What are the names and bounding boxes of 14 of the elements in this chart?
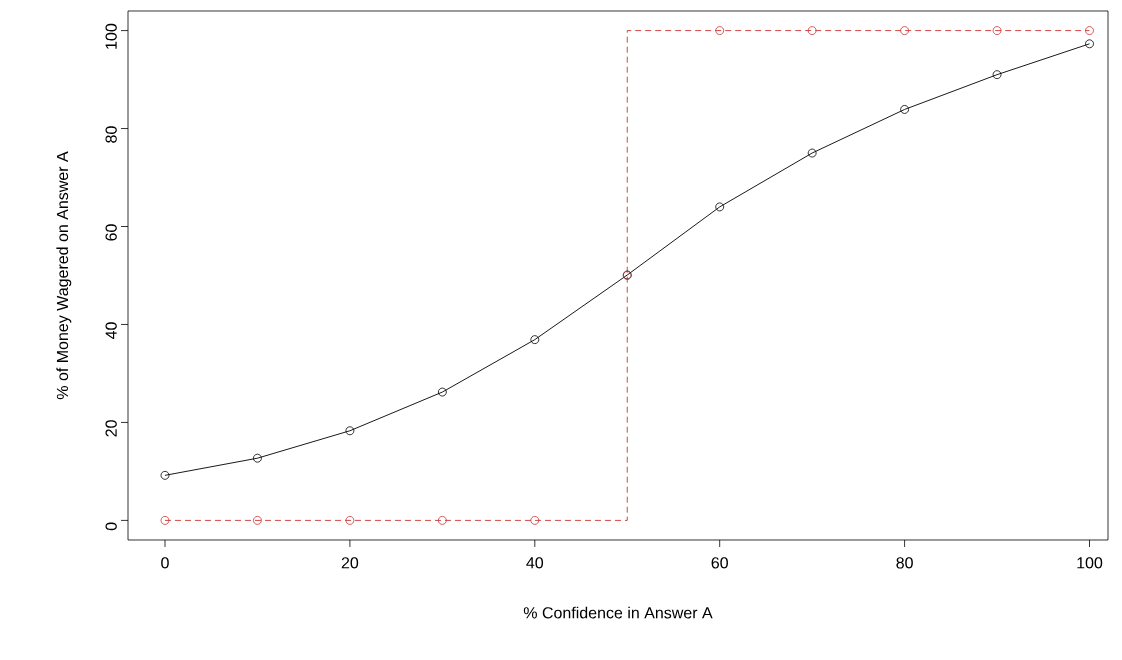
x-tick-label: 100 — [1077, 557, 1103, 569]
x-tick-label: 80 — [896, 557, 913, 569]
y-tick-label: 100 — [105, 23, 117, 49]
x-axis-title: % Confidence in Answer A — [523, 606, 713, 619]
y-tick-label: 60 — [105, 224, 117, 241]
y-tick-label: 20 — [105, 420, 117, 437]
x-tick-label: 0 — [161, 557, 169, 569]
x-tick-label: 20 — [341, 557, 359, 569]
x-tick-label: 40 — [526, 557, 544, 569]
y-tick-label: 40 — [105, 322, 117, 340]
y-axis-title: % of Money Wagered on Answer A — [56, 151, 72, 400]
x-tick-label: 60 — [711, 557, 728, 569]
y-tick-label: 0 — [105, 522, 117, 531]
y-tick-label: 80 — [105, 126, 117, 143]
